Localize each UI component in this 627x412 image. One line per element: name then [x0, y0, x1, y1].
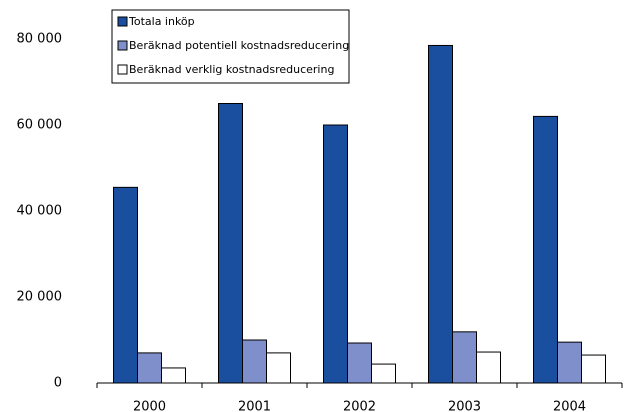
y-tick-label: 80 000: [17, 32, 63, 47]
bar: [533, 115, 558, 384]
legend-label: Beräknad verklig kostnadsreducering: [129, 63, 334, 76]
legend-swatch: [117, 40, 128, 51]
bar: [242, 339, 267, 384]
x-tick-label: 2002: [343, 400, 376, 412]
bar: [113, 186, 138, 384]
y-tick-label: 20 000: [17, 290, 63, 305]
y-tick-label: 60 000: [17, 118, 63, 133]
x-tick-label: 2003: [448, 400, 481, 412]
x-tick-label: 2000: [133, 400, 166, 412]
legend: Totala inköp Beräknad potentiell kostnads…: [111, 9, 350, 84]
y-tick-label: 40 000: [17, 204, 63, 219]
legend-swatch: [117, 16, 128, 27]
bar: [161, 367, 186, 384]
legend-label: Beräknad potentiell kostnadsreducering: [129, 39, 349, 52]
x-tick-label: 2004: [553, 400, 586, 412]
bar: [266, 352, 291, 384]
bar: [371, 363, 396, 384]
x-tick-label: 2001: [238, 400, 271, 412]
bar: [476, 351, 501, 384]
bar: [452, 331, 477, 384]
bar: [428, 44, 453, 384]
bar: [347, 342, 372, 384]
bar: [323, 124, 348, 384]
bar: [557, 341, 582, 384]
legend-label: Totala inköp: [128, 15, 195, 28]
legend-swatch: [117, 64, 128, 75]
legend-box: [111, 9, 350, 84]
bar: [581, 354, 606, 384]
y-tick-label: 0: [54, 376, 62, 391]
bar: [137, 352, 162, 384]
bar: [218, 103, 243, 384]
